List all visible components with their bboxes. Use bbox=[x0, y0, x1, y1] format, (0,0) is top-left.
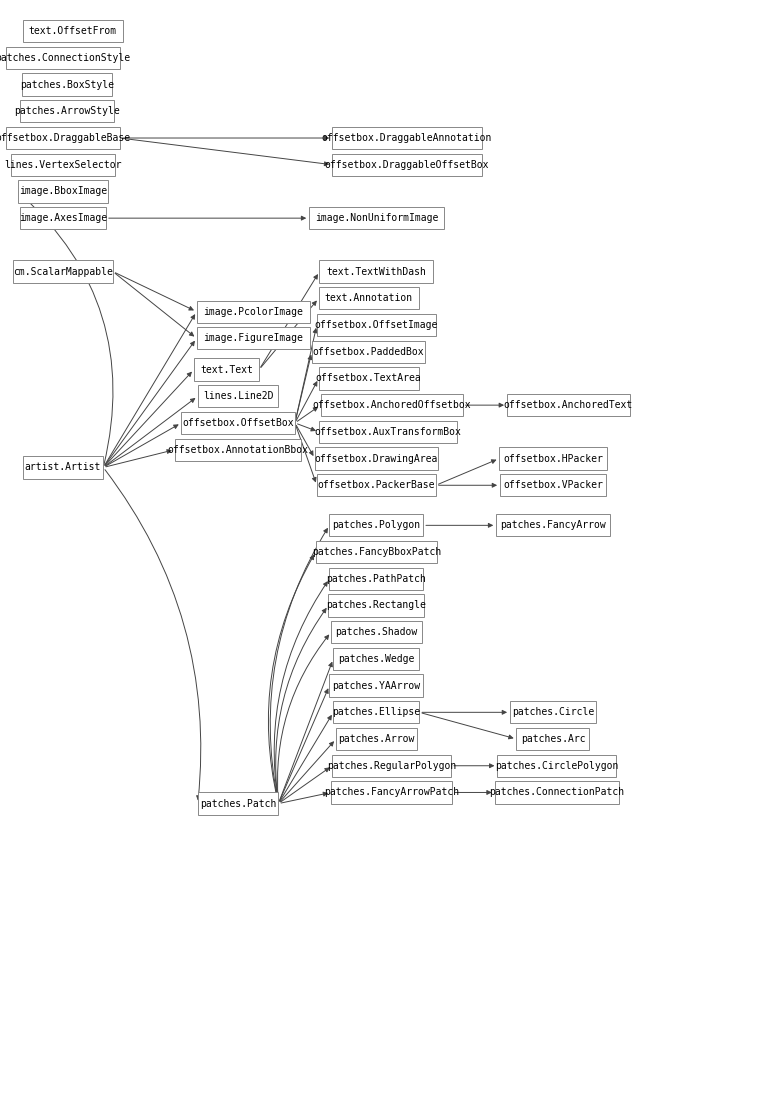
FancyBboxPatch shape bbox=[495, 781, 619, 804]
FancyBboxPatch shape bbox=[316, 314, 436, 336]
Text: offsetbox.PackerBase: offsetbox.PackerBase bbox=[318, 481, 435, 490]
Text: text.Text: text.Text bbox=[200, 365, 253, 374]
FancyBboxPatch shape bbox=[315, 447, 438, 470]
FancyBboxPatch shape bbox=[316, 541, 437, 563]
Text: patches.PathPatch: patches.PathPatch bbox=[326, 574, 426, 583]
FancyBboxPatch shape bbox=[332, 127, 482, 149]
FancyBboxPatch shape bbox=[496, 514, 610, 536]
FancyBboxPatch shape bbox=[22, 73, 112, 96]
FancyBboxPatch shape bbox=[500, 474, 606, 496]
Text: offsetbox.AuxTransformBox: offsetbox.AuxTransformBox bbox=[314, 427, 462, 436]
Text: patches.Rectangle: patches.Rectangle bbox=[326, 601, 426, 610]
FancyBboxPatch shape bbox=[20, 100, 114, 122]
Text: patches.Ellipse: patches.Ellipse bbox=[333, 708, 420, 717]
Text: patches.ConnectionPatch: patches.ConnectionPatch bbox=[489, 788, 624, 797]
Text: patches.ConnectionStyle: patches.ConnectionStyle bbox=[0, 53, 131, 62]
Text: offsetbox.TextArea: offsetbox.TextArea bbox=[316, 374, 422, 383]
Text: text.Annotation: text.Annotation bbox=[325, 294, 412, 303]
Text: text.OffsetFrom: text.OffsetFrom bbox=[29, 27, 117, 36]
FancyBboxPatch shape bbox=[333, 701, 419, 723]
Text: text.TextWithDash: text.TextWithDash bbox=[326, 267, 426, 276]
FancyBboxPatch shape bbox=[194, 358, 260, 381]
Text: lines.VertexSelector: lines.VertexSelector bbox=[5, 160, 121, 169]
FancyBboxPatch shape bbox=[331, 621, 422, 643]
FancyBboxPatch shape bbox=[319, 367, 419, 390]
Text: offsetbox.DrawingArea: offsetbox.DrawingArea bbox=[315, 454, 438, 463]
Text: offsetbox.AnnotationBbox: offsetbox.AnnotationBbox bbox=[167, 445, 309, 454]
Text: patches.FancyArrow: patches.FancyArrow bbox=[500, 521, 606, 530]
Text: image.AxesImage: image.AxesImage bbox=[19, 214, 107, 223]
FancyBboxPatch shape bbox=[329, 594, 424, 617]
FancyBboxPatch shape bbox=[319, 421, 457, 443]
FancyBboxPatch shape bbox=[332, 154, 482, 176]
Text: offsetbox.OffsetBox: offsetbox.OffsetBox bbox=[182, 418, 294, 427]
FancyBboxPatch shape bbox=[20, 207, 106, 229]
FancyBboxPatch shape bbox=[498, 755, 616, 777]
FancyBboxPatch shape bbox=[197, 385, 278, 407]
FancyBboxPatch shape bbox=[329, 514, 423, 536]
Text: offsetbox.VPacker: offsetbox.VPacker bbox=[503, 481, 603, 490]
Text: lines.Line2D: lines.Line2D bbox=[203, 392, 273, 401]
Text: offsetbox.DraggableBase: offsetbox.DraggableBase bbox=[0, 134, 131, 142]
FancyBboxPatch shape bbox=[319, 287, 419, 309]
FancyBboxPatch shape bbox=[6, 47, 120, 69]
FancyBboxPatch shape bbox=[6, 127, 120, 149]
FancyBboxPatch shape bbox=[13, 260, 113, 283]
FancyBboxPatch shape bbox=[174, 439, 301, 461]
Text: patches.BoxStyle: patches.BoxStyle bbox=[20, 80, 114, 89]
FancyBboxPatch shape bbox=[507, 394, 630, 416]
Text: image.NonUniformImage: image.NonUniformImage bbox=[315, 214, 438, 223]
FancyBboxPatch shape bbox=[197, 327, 310, 349]
FancyBboxPatch shape bbox=[319, 260, 433, 283]
FancyBboxPatch shape bbox=[333, 648, 419, 670]
Text: patches.Arc: patches.Arc bbox=[521, 735, 585, 743]
Text: offsetbox.OffsetImage: offsetbox.OffsetImage bbox=[315, 321, 438, 329]
Text: offsetbox.DraggableAnnotation: offsetbox.DraggableAnnotation bbox=[322, 134, 492, 142]
Text: image.BboxImage: image.BboxImage bbox=[19, 187, 107, 196]
Text: offsetbox.AnchoredOffsetbox: offsetbox.AnchoredOffsetbox bbox=[313, 401, 471, 410]
FancyBboxPatch shape bbox=[332, 755, 452, 777]
Text: patches.RegularPolygon: patches.RegularPolygon bbox=[327, 761, 456, 770]
FancyBboxPatch shape bbox=[316, 474, 436, 496]
Text: patches.FancyArrowPatch: patches.FancyArrowPatch bbox=[324, 788, 459, 797]
FancyBboxPatch shape bbox=[499, 447, 607, 470]
Text: patches.Circle: patches.Circle bbox=[511, 708, 594, 717]
Text: patches.Polygon: patches.Polygon bbox=[333, 521, 420, 530]
FancyBboxPatch shape bbox=[18, 180, 108, 203]
FancyBboxPatch shape bbox=[11, 154, 115, 176]
Text: cm.ScalarMappable: cm.ScalarMappable bbox=[13, 267, 113, 276]
Text: image.PcolorImage: image.PcolorImage bbox=[204, 307, 303, 316]
FancyBboxPatch shape bbox=[181, 412, 295, 434]
FancyBboxPatch shape bbox=[336, 728, 416, 750]
FancyBboxPatch shape bbox=[197, 792, 278, 815]
Text: offsetbox.HPacker: offsetbox.HPacker bbox=[503, 454, 603, 463]
Text: patches.CirclePolygon: patches.CirclePolygon bbox=[495, 761, 618, 770]
Text: offsetbox.AnchoredText: offsetbox.AnchoredText bbox=[504, 401, 633, 410]
FancyBboxPatch shape bbox=[331, 781, 452, 804]
Text: patches.ArrowStyle: patches.ArrowStyle bbox=[14, 107, 120, 116]
Text: patches.Arrow: patches.Arrow bbox=[338, 735, 415, 743]
Text: patches.Patch: patches.Patch bbox=[200, 799, 276, 808]
Text: image.FigureImage: image.FigureImage bbox=[204, 334, 303, 343]
FancyBboxPatch shape bbox=[516, 728, 589, 750]
FancyBboxPatch shape bbox=[309, 207, 443, 229]
FancyBboxPatch shape bbox=[23, 456, 103, 479]
FancyBboxPatch shape bbox=[329, 568, 423, 590]
Text: patches.YAArrow: patches.YAArrow bbox=[333, 681, 420, 690]
FancyBboxPatch shape bbox=[23, 20, 123, 42]
Text: offsetbox.PaddedBox: offsetbox.PaddedBox bbox=[313, 347, 425, 356]
Text: patches.FancyBboxPatch: patches.FancyBboxPatch bbox=[312, 548, 441, 556]
FancyBboxPatch shape bbox=[312, 341, 425, 363]
Text: offsetbox.DraggableOffsetBox: offsetbox.DraggableOffsetBox bbox=[325, 160, 489, 169]
Text: artist.Artist: artist.Artist bbox=[25, 463, 101, 472]
FancyBboxPatch shape bbox=[197, 301, 310, 323]
FancyBboxPatch shape bbox=[510, 701, 596, 723]
Text: patches.Shadow: patches.Shadow bbox=[335, 628, 418, 637]
Text: patches.Wedge: patches.Wedge bbox=[338, 654, 415, 663]
FancyBboxPatch shape bbox=[321, 394, 462, 416]
FancyBboxPatch shape bbox=[329, 674, 423, 697]
